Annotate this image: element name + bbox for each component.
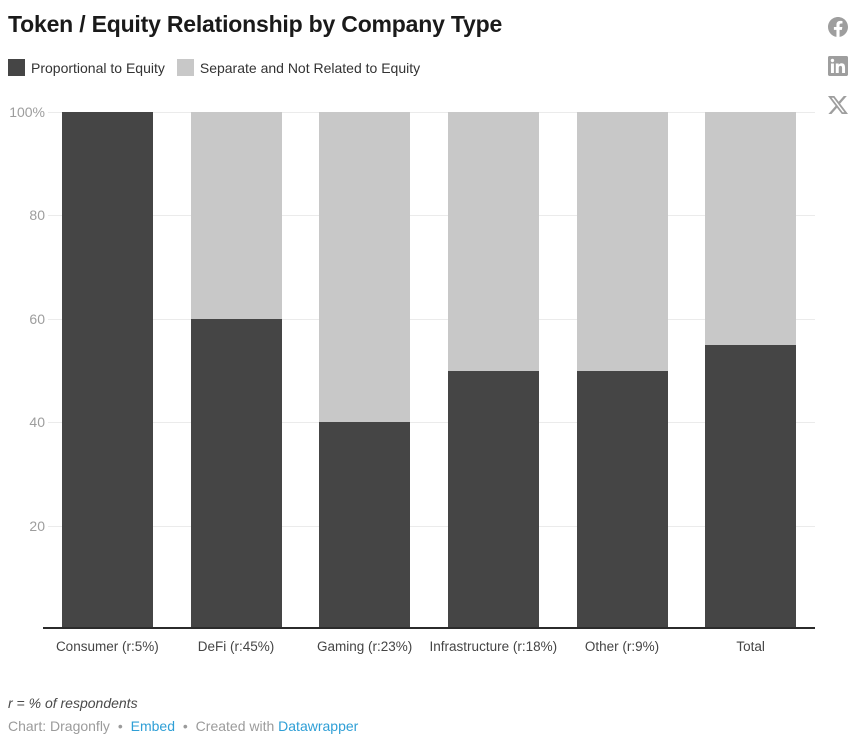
page-title: Token / Equity Relationship by Company T…: [8, 11, 503, 37]
legend-swatch-separate: [176, 59, 194, 76]
facebook-icon: [828, 17, 848, 37]
bar-segment: [705, 112, 797, 345]
x-axis-label: Total: [736, 639, 765, 654]
attribution-separator: •: [117, 718, 123, 734]
y-axis-tick-label: 40: [29, 414, 45, 431]
gridline: [48, 215, 815, 217]
bar-segment: [319, 422, 411, 629]
legend-label-proportional: Proportional to Equity: [31, 59, 165, 76]
gridline: [48, 525, 815, 527]
linkedin-share-button[interactable]: [828, 56, 848, 76]
gridline: [48, 318, 815, 320]
x-axis-label: DeFi (r:45%): [197, 639, 275, 654]
y-axis-tick-label: 100%: [9, 104, 45, 120]
attribution-source: Chart: Dragonfly: [8, 718, 110, 734]
legend: Proportional to Equity Separate and Not …: [8, 59, 420, 76]
linkedin-icon: [828, 56, 848, 76]
attribution-separator: •: [182, 718, 188, 734]
y-axis-tick-label: 60: [29, 310, 45, 327]
y-axis-tick-label: 80: [29, 207, 45, 224]
bar-segment: [705, 344, 797, 629]
attribution: Chart: Dragonfly • Embed • Created with …: [8, 718, 358, 734]
x-axis-label: Consumer (r:5%): [55, 639, 159, 654]
x-axis-label: Other (r:9%): [584, 639, 660, 654]
bar-segment: [190, 112, 282, 319]
bar-segment: [576, 370, 668, 629]
legend-item-proportional: Proportional to Equity: [8, 59, 165, 76]
x-axis-label: Infrastructure (r:18%): [429, 639, 558, 654]
chart-note: r = % of respondents: [8, 695, 138, 711]
bar-segment: [61, 112, 153, 629]
bar-segment: [576, 112, 668, 371]
x-icon: [828, 95, 848, 115]
share-toolbar: [828, 17, 848, 115]
bar-segment: [190, 318, 282, 629]
x-axis-label: Gaming (r:23%): [317, 639, 413, 654]
legend-label-separate: Separate and Not Related to Equity: [199, 59, 421, 76]
bar-segment: [447, 112, 539, 371]
y-axis-tick-label: 20: [29, 517, 45, 534]
bar-segment: [319, 112, 411, 423]
plot-area: 100% 80 60 40 20 Consumer (r:5%) DeFi (r:45%) G…: [9, 104, 815, 654]
gridline: [48, 422, 815, 424]
datawrapper-link[interactable]: Datawrapper: [278, 718, 359, 734]
gridline: [48, 112, 815, 113]
x-axis-line: [43, 627, 815, 629]
x-share-button[interactable]: [828, 95, 848, 115]
attribution-created-with: Created with: [195, 718, 275, 734]
legend-item-separate: Separate and Not Related to Equity: [176, 59, 421, 76]
legend-swatch-proportional: [8, 59, 25, 76]
bar-segment: [447, 370, 539, 629]
facebook-share-button[interactable]: [828, 17, 848, 37]
embed-link[interactable]: Embed: [130, 718, 175, 734]
